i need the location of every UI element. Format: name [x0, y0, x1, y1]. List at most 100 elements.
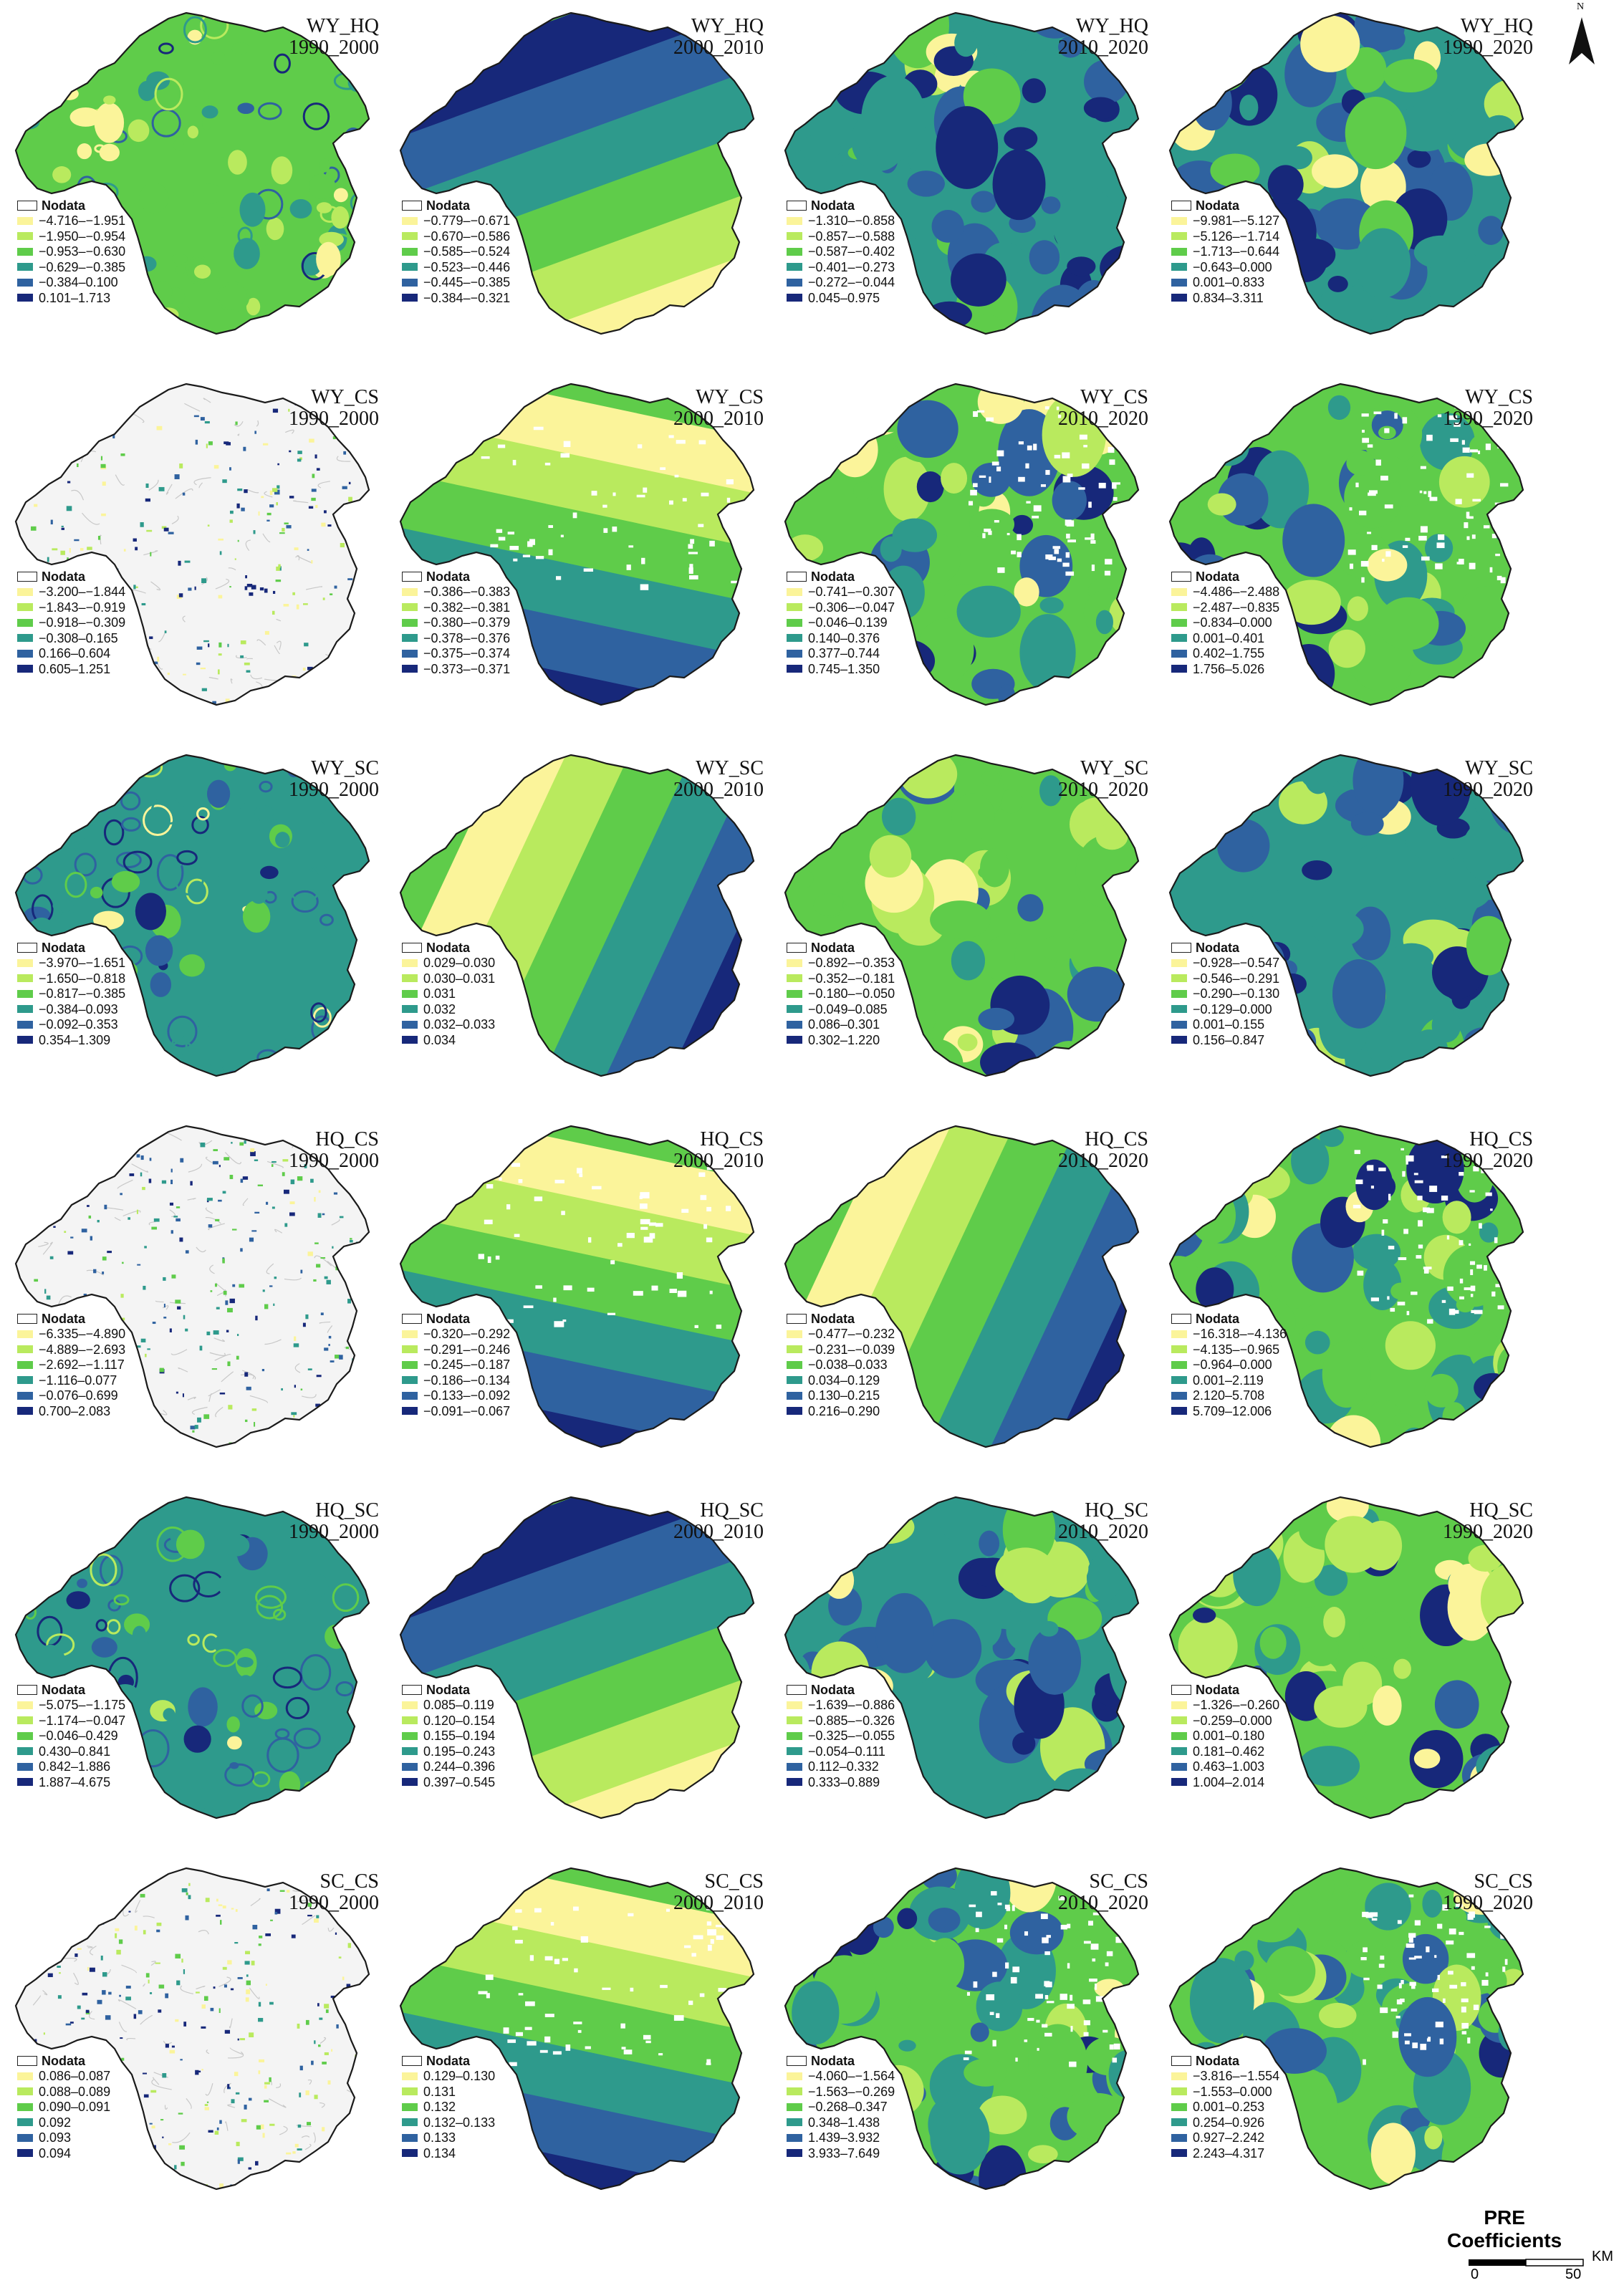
map-panel-wy_cs-2010_2020: WY_CS 2010_2020 Nodata −0.741–−0.307 −0.306–…	[777, 377, 1161, 748]
legend-range: 0.085–0.119	[423, 1698, 494, 1713]
legend-swatch	[1171, 2102, 1187, 2111]
legend-range: 0.001–2.119	[1193, 1373, 1264, 1388]
legend-entry: −0.477–−0.232	[787, 1327, 895, 1342]
nodata-swatch	[17, 200, 37, 211]
legend-nodata: Nodata	[402, 569, 510, 585]
legend-entry: −0.049–0.085	[787, 1001, 895, 1017]
legend-swatch	[1171, 974, 1187, 983]
panel-period: 2010_2020	[1058, 779, 1148, 801]
legend-range: 0.402–1.755	[1193, 646, 1265, 661]
nodata-label: Nodata	[426, 940, 471, 955]
legend-range: −0.373–−0.371	[423, 661, 511, 676]
legend-entry: 0.156–0.847	[1171, 1032, 1279, 1048]
map-panel-wy_cs-2000_2010: WY_CS 2000_2010 Nodata −0.386–−0.383 −0.382–…	[392, 377, 777, 748]
nodata-swatch	[1171, 1684, 1191, 1695]
legend-entry: 2.120–5.708	[1171, 1388, 1287, 1404]
legend-range: −0.401–−0.273	[808, 259, 895, 274]
legend-entry: 0.132	[402, 2100, 495, 2115]
legend-range: 0.430–0.841	[39, 1744, 111, 1759]
legend-entry: 0.031	[402, 986, 495, 1002]
legend-swatch	[402, 232, 418, 241]
legend-entry: −0.380–−0.379	[402, 615, 510, 631]
legend-swatch	[787, 665, 802, 673]
nodata-swatch	[402, 1684, 422, 1695]
legend-swatch	[787, 1701, 802, 1709]
legend-entry: 0.842–1.886	[17, 1759, 125, 1775]
legend-swatch	[1171, 958, 1187, 967]
legend-range: −1.116–0.077	[39, 1373, 117, 1388]
legend-range: 5.709–12.006	[1193, 1403, 1272, 1418]
panel-pair: HQ_SC	[315, 1499, 379, 1522]
legend-range: −0.049–0.085	[808, 1001, 888, 1016]
map-legend: Nodata 0.029–0.030 0.030–0.031 0.031 0.032 0.…	[402, 940, 495, 1048]
legend-swatch	[17, 1778, 33, 1787]
legend-swatch	[787, 278, 802, 287]
panel-title: WY_SC 1990_2000	[289, 758, 379, 801]
legend-swatch	[17, 587, 33, 596]
legend-range: −1.326–−0.260	[1193, 1698, 1280, 1713]
legend-range: −1.174–−0.047	[39, 1713, 126, 1728]
legend-range: −0.928–−0.547	[1193, 956, 1280, 971]
legend-range: −5.126–−1.714	[1193, 229, 1280, 244]
legend-range: −1.310–−0.858	[808, 213, 895, 229]
legend-entry: 0.120–0.154	[402, 1713, 495, 1729]
legend-swatch	[17, 263, 33, 271]
legend-range: 1.004–2.014	[1193, 1774, 1265, 1789]
panel-period: 2000_2010	[673, 37, 764, 59]
map-legend: Nodata −1.326–−0.260 −0.259–0.000 0.001–0.1…	[1171, 1682, 1279, 1790]
legend-swatch	[787, 2087, 802, 2096]
legend-range: −0.320–−0.292	[423, 1327, 511, 1342]
legend-nodata: Nodata	[17, 198, 125, 213]
legend-range: 0.032	[423, 1001, 456, 1016]
legend-range: −0.038–0.033	[808, 1357, 888, 1373]
legend-swatch	[787, 989, 802, 998]
panel-pair: WY_CS	[696, 386, 764, 408]
legend-range: 0.333–0.889	[808, 1774, 880, 1789]
legend-entry: −0.585–−0.524	[402, 244, 510, 260]
legend-entry: 0.001–0.253	[1171, 2100, 1279, 2115]
legend-swatch	[787, 1005, 802, 1014]
legend-entry: −0.643–0.000	[1171, 259, 1279, 275]
legend-range: −0.352–−0.181	[808, 971, 895, 986]
legend-range: 0.134	[423, 2145, 456, 2161]
nodata-swatch	[17, 2055, 37, 2066]
map-legend: Nodata 0.086–0.087 0.088–0.089 0.090–0.091 0…	[17, 2053, 110, 2161]
legend-entry: −1.563–−0.269	[787, 2084, 895, 2100]
panel-period: 2010_2020	[1058, 37, 1148, 59]
legend-range: 0.133	[423, 2130, 456, 2145]
legend-range: 0.834–3.311	[1193, 290, 1264, 305]
legend-entry: −1.310–−0.858	[787, 213, 895, 229]
map-panel-sc_cs-1990_2000: SC_CS 1990_2000 Nodata 0.086–0.087 0.088–0.0…	[7, 1861, 392, 2232]
legend-range: −1.553–0.000	[1193, 2084, 1272, 2099]
legend-range: −3.970–−1.651	[39, 956, 126, 971]
coefficient-map	[784, 11, 1140, 335]
nodata-label: Nodata	[42, 1682, 86, 1697]
legend-range: 0.120–0.154	[423, 1713, 496, 1728]
legend-swatch	[17, 294, 33, 302]
panel-title: WY_HQ 1990_2020	[1443, 16, 1533, 59]
legend-range: −0.892–−0.353	[808, 956, 895, 971]
legend-nodata: Nodata	[787, 940, 895, 956]
legend-range: −0.918–−0.309	[39, 615, 126, 630]
panel-title: HQ_SC 1990_2000	[289, 1500, 379, 1543]
legend-entry: −6.335–−4.890	[17, 1327, 125, 1342]
legend-entry: 0.088–0.089	[17, 2084, 110, 2100]
legend-entry: −3.816–−1.554	[1171, 2069, 1279, 2085]
coefficient-map	[14, 11, 370, 335]
legend-entry: −0.445–−0.385	[402, 275, 510, 291]
legend-range: 0.001–0.833	[1193, 275, 1265, 290]
coefficient-map	[399, 11, 755, 335]
legend-range: −0.092–0.353	[39, 1017, 118, 1032]
coefficient-map	[1168, 1125, 1524, 1448]
legend-entry: −4.486–−2.488	[1171, 585, 1279, 600]
panel-period: 2000_2010	[673, 1892, 764, 1914]
panel-title: WY_CS 1990_2020	[1443, 387, 1533, 430]
legend-swatch	[17, 2118, 33, 2127]
legend-range: −1.639–−0.886	[808, 1698, 895, 1713]
nodata-swatch	[787, 200, 807, 211]
panel-pair: HQ_SC	[1085, 1499, 1148, 1522]
panel-period: 2000_2010	[673, 779, 764, 801]
nodata-label: Nodata	[42, 569, 86, 584]
legend-nodata: Nodata	[1171, 1311, 1287, 1327]
legend-swatch	[1171, 2118, 1187, 2127]
